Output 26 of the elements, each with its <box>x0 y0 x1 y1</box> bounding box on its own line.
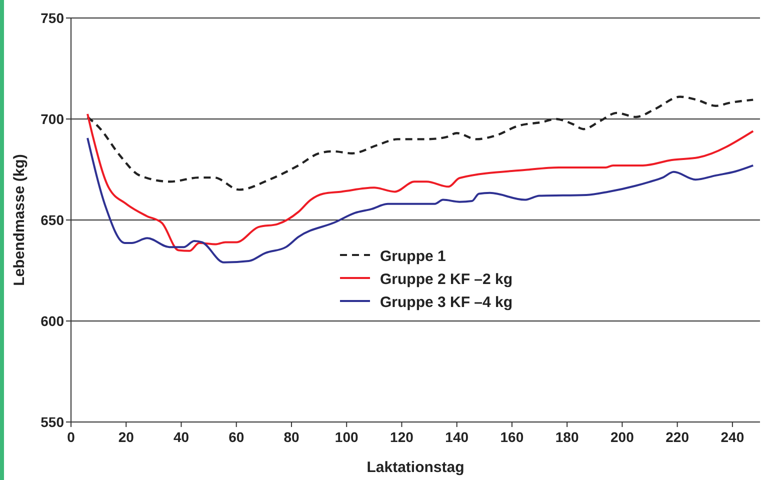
y-tick-label: 550 <box>40 414 64 430</box>
x-tick-label: 140 <box>445 429 469 445</box>
x-tick-label: 40 <box>173 429 190 445</box>
legend-label: Gruppe 3 KF –4 kg <box>380 294 513 311</box>
x-tick-label: 0 <box>67 429 76 445</box>
y-tick-label: 600 <box>40 313 64 329</box>
x-tick-label: 240 <box>720 429 744 445</box>
y-tick-label: 700 <box>40 111 64 127</box>
x-tick-label: 20 <box>118 429 134 445</box>
line-series <box>86 112 754 252</box>
x-axis-title: Laktationstag <box>366 459 464 476</box>
x-tick-label: 180 <box>555 429 579 445</box>
x-tick-label: 160 <box>500 429 524 445</box>
x-tick-label: 100 <box>334 429 358 445</box>
y-tick-label: 750 <box>40 10 64 26</box>
y-axis-title: Lebendmasse (kg) <box>11 154 28 286</box>
line-series <box>86 136 754 264</box>
legend-label: Gruppe 1 <box>380 248 446 265</box>
x-tick-label: 120 <box>390 429 414 445</box>
x-tick-label: 220 <box>666 429 690 445</box>
y-tick-label: 650 <box>40 212 64 228</box>
x-tick-label: 80 <box>284 429 300 445</box>
line-series <box>86 96 754 191</box>
x-tick-label: 200 <box>610 429 634 445</box>
x-tick-label: 60 <box>228 429 244 445</box>
legend-label: Gruppe 2 KF –2 kg <box>380 271 513 288</box>
